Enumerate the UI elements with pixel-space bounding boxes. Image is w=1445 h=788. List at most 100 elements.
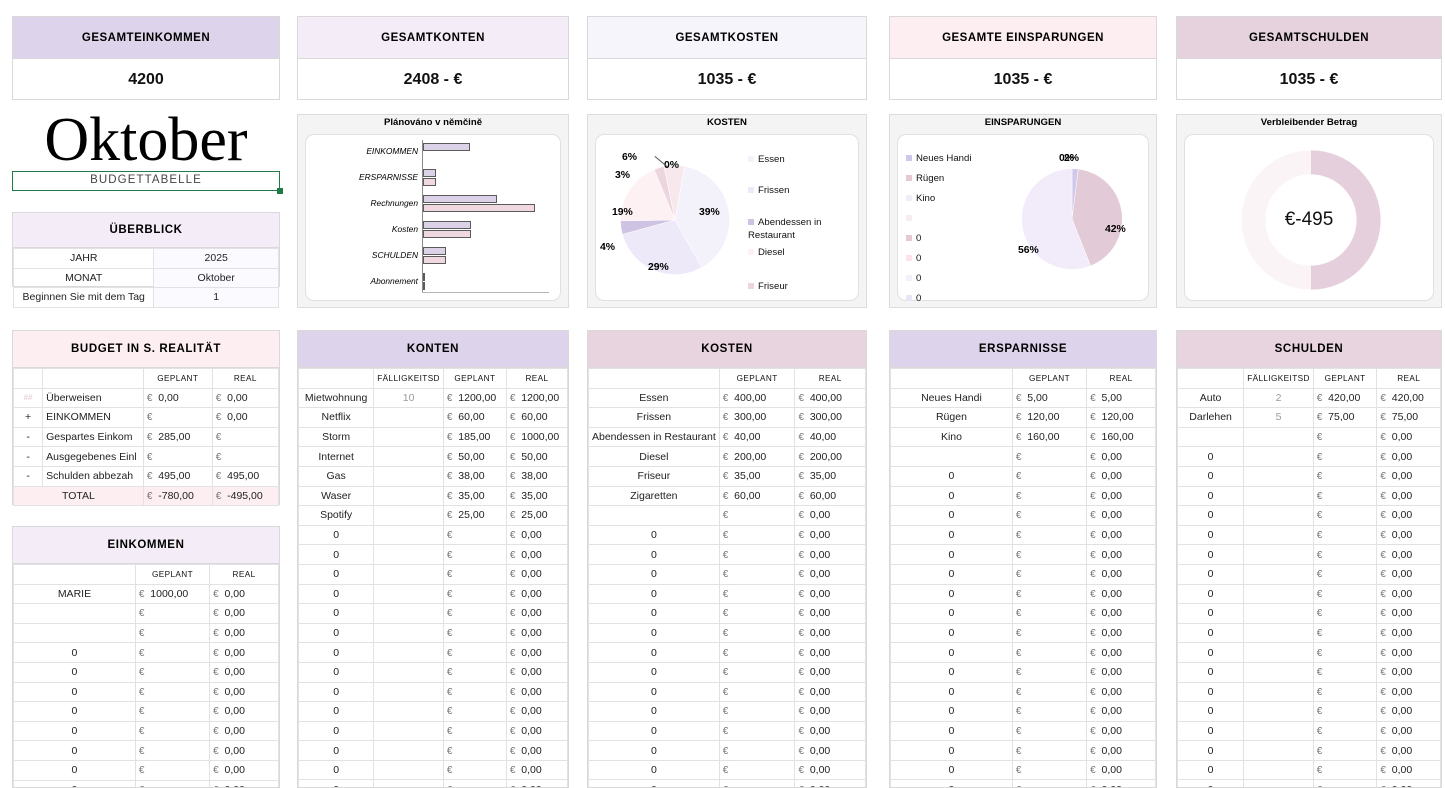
table-row[interactable]: 0€ € 0,00 — [13, 720, 279, 742]
table-row[interactable]: 0€ € 0,00 — [298, 603, 568, 624]
table-row[interactable]: MARIE € 1000,00 € 0,00 — [13, 583, 279, 605]
table-row[interactable]: 0€ € 0,00 — [13, 661, 279, 683]
legend-item[interactable]: Frissen — [748, 185, 789, 196]
table-row[interactable]: Spotify € 25,00 € 25,00 — [298, 505, 568, 526]
table-row[interactable]: € € 0,00 — [890, 446, 1156, 467]
table-row[interactable]: 0€ € 0,00 — [588, 524, 866, 546]
table-row[interactable]: 0€ € 0,00 — [1177, 505, 1441, 526]
table-row[interactable]: Frissen € 300,00 € 300,00 — [588, 407, 866, 428]
table-row[interactable]: MONAT Oktober — [12, 267, 279, 289]
table-row[interactable]: 0€ € 0,00 — [298, 661, 568, 683]
table-row[interactable]: 0€ € 0,00 — [13, 642, 279, 663]
table-row[interactable]: 0€ € 0,00 — [890, 544, 1156, 565]
table-row[interactable]: 0€ € 0,00 — [890, 485, 1156, 507]
table-row[interactable]: Internet € 50,00 € 50,00 — [298, 446, 568, 467]
table-row[interactable]: 0€ € 0,00 — [588, 661, 866, 683]
table-row[interactable]: 0€ € 0,00 — [298, 701, 568, 722]
table-row[interactable]: Kino € 160,00 € 160,00 — [890, 426, 1156, 448]
table-row[interactable]: 0€ € 0,00 — [1177, 701, 1441, 722]
table-row[interactable]: 0€ € 0,00 — [13, 681, 279, 703]
legend-item[interactable]: Friseur — [748, 281, 788, 292]
table-row[interactable]: 0€ € 0,00 — [298, 779, 568, 787]
table-row[interactable]: 0€ € 0,00 — [890, 642, 1156, 663]
table-row[interactable]: 0€ € 0,00 — [890, 622, 1156, 644]
table-row[interactable]: 0€ € 0,00 — [1177, 485, 1441, 507]
table-row[interactable]: Darlehen 5 € 75,00 € 75,00 — [1177, 407, 1441, 428]
table-row[interactable]: 0€ € 0,00 — [890, 759, 1156, 781]
table-row[interactable]: 0€ € 0,00 — [1177, 524, 1441, 546]
table-row[interactable]: Zigaretten € 60,00 € 60,00 — [588, 485, 866, 507]
table-row[interactable]: Storm € 185,00 € 1000,00 — [298, 426, 568, 448]
table-row[interactable]: 0€ € 0,00 — [890, 465, 1156, 487]
table-row[interactable]: 0€ € 0,00 — [298, 563, 568, 585]
table-row[interactable]: 0€ € 0,00 — [890, 505, 1156, 526]
table-row[interactable]: Rügen € 120,00 € 120,00 — [890, 407, 1156, 428]
table-row[interactable]: 0€ € 0,00 — [1177, 622, 1441, 644]
table-row[interactable]: 0€ € 0,00 — [890, 603, 1156, 624]
table-row[interactable]: 0€ € 0,00 — [1177, 779, 1441, 787]
legend-item[interactable]: 0 — [906, 293, 921, 304]
table-row[interactable]: 0€ € 0,00 — [588, 642, 866, 663]
table-row[interactable]: 0€ € 0,00 — [588, 681, 866, 703]
table-row[interactable]: 0€ € 0,00 — [298, 524, 568, 546]
table-row[interactable]: 0€ € 0,00 — [298, 544, 568, 565]
table-row[interactable]: 0€ € 0,00 — [588, 544, 866, 565]
table-row[interactable]: Diesel € 200,00 € 200,00 — [588, 446, 866, 467]
table-row[interactable]: € € 0,00 — [13, 622, 279, 644]
legend-item[interactable]: Kino — [906, 193, 935, 204]
table-row[interactable]: 0€ € 0,00 — [1177, 603, 1441, 624]
table-row[interactable]: 0€ € 0,00 — [13, 779, 279, 787]
table-row[interactable]: - Gespartes Einkom € 285,00 € — [12, 426, 280, 448]
legend-item[interactable]: Diesel — [748, 247, 785, 258]
table-row[interactable]: 0€ € 0,00 — [890, 779, 1156, 787]
table-row[interactable]: 0€ € 0,00 — [298, 740, 568, 761]
table-row[interactable]: 0€ € 0,00 — [13, 740, 279, 761]
table-row[interactable]: 0€ € 0,00 — [13, 701, 279, 722]
legend-item[interactable]: Abendessen in Restaurant — [748, 217, 822, 241]
table-row[interactable]: 0€ € 0,00 — [1177, 681, 1441, 703]
legend-item[interactable]: 0 — [906, 253, 921, 264]
table-row[interactable]: Friseur € 35,00 € 35,00 — [588, 465, 866, 487]
table-row[interactable]: 0€ € 0,00 — [588, 720, 866, 742]
table-row[interactable]: Gas € 38,00 € 38,00 — [298, 465, 568, 487]
table-row[interactable]: 0€ € 0,00 — [1177, 642, 1441, 663]
selection-handle[interactable] — [277, 188, 283, 194]
table-row[interactable]: 0€ € 0,00 — [298, 583, 568, 605]
table-row[interactable]: JAHR 2025 — [12, 248, 279, 269]
table-row[interactable]: 0€ € 0,00 — [890, 740, 1156, 761]
table-row[interactable]: Abendessen in Restaurant € 40,00 € 40,00 — [588, 426, 866, 448]
table-row[interactable]: Netflix € 60,00 € 60,00 — [298, 407, 568, 428]
table-row[interactable]: 0€ € 0,00 — [1177, 720, 1441, 742]
table-row[interactable]: 0€ € 0,00 — [1177, 446, 1441, 467]
table-row[interactable]: Auto 2 € 420,00 € 420,00 — [1177, 387, 1441, 409]
table-row[interactable]: 0€ € 0,00 — [890, 701, 1156, 722]
table-row[interactable]: 0€ € 0,00 — [890, 563, 1156, 585]
legend-item[interactable] — [906, 213, 916, 224]
table-row[interactable]: 0€ € 0,00 — [890, 720, 1156, 742]
table-row[interactable]: 0€ € 0,00 — [588, 603, 866, 624]
table-row[interactable]: Essen € 400,00 € 400,00 — [588, 387, 866, 409]
table-row[interactable]: 0€ € 0,00 — [588, 740, 866, 761]
table-row[interactable]: 0€ € 0,00 — [298, 622, 568, 644]
table-row[interactable]: 0€ € 0,00 — [1177, 563, 1441, 585]
table-row[interactable]: - Schulden abbezah € 495,00 € 495,00 — [12, 465, 280, 487]
table-row[interactable]: 0€ € 0,00 — [1177, 661, 1441, 683]
table-row[interactable]: 0€ € 0,00 — [13, 759, 279, 781]
legend-item[interactable]: 0 — [906, 273, 921, 284]
table-row[interactable]: 0€ € 0,00 — [588, 779, 866, 787]
table-row[interactable]: 0€ € 0,00 — [1177, 740, 1441, 761]
table-row[interactable]: ## Überweisen € 0,00 € 0,00 — [12, 387, 280, 409]
subtitle-cell[interactable]: BUDGETTABELLE — [12, 171, 283, 194]
table-row[interactable]: Beginnen Sie mit dem Tag 1 — [12, 287, 279, 308]
table-row[interactable]: 0€ € 0,00 — [1177, 544, 1441, 565]
legend-item[interactable]: Essen — [748, 154, 785, 165]
table-row[interactable]: - Ausgegebenes Einl € € — [12, 446, 280, 467]
table-row[interactable]: 0€ € 0,00 — [890, 661, 1156, 683]
table-row[interactable]: Neues Handi € 5,00 € 5,00 — [890, 387, 1156, 409]
table-row[interactable]: 0€ € 0,00 — [1177, 465, 1441, 487]
table-row[interactable]: 0€ € 0,00 — [298, 720, 568, 742]
table-row[interactable]: 0€ € 0,00 — [1177, 759, 1441, 781]
table-row[interactable]: 0€ € 0,00 — [588, 701, 866, 722]
table-row[interactable]: 0€ € 0,00 — [588, 563, 866, 585]
table-row[interactable]: 0€ € 0,00 — [1177, 583, 1441, 605]
